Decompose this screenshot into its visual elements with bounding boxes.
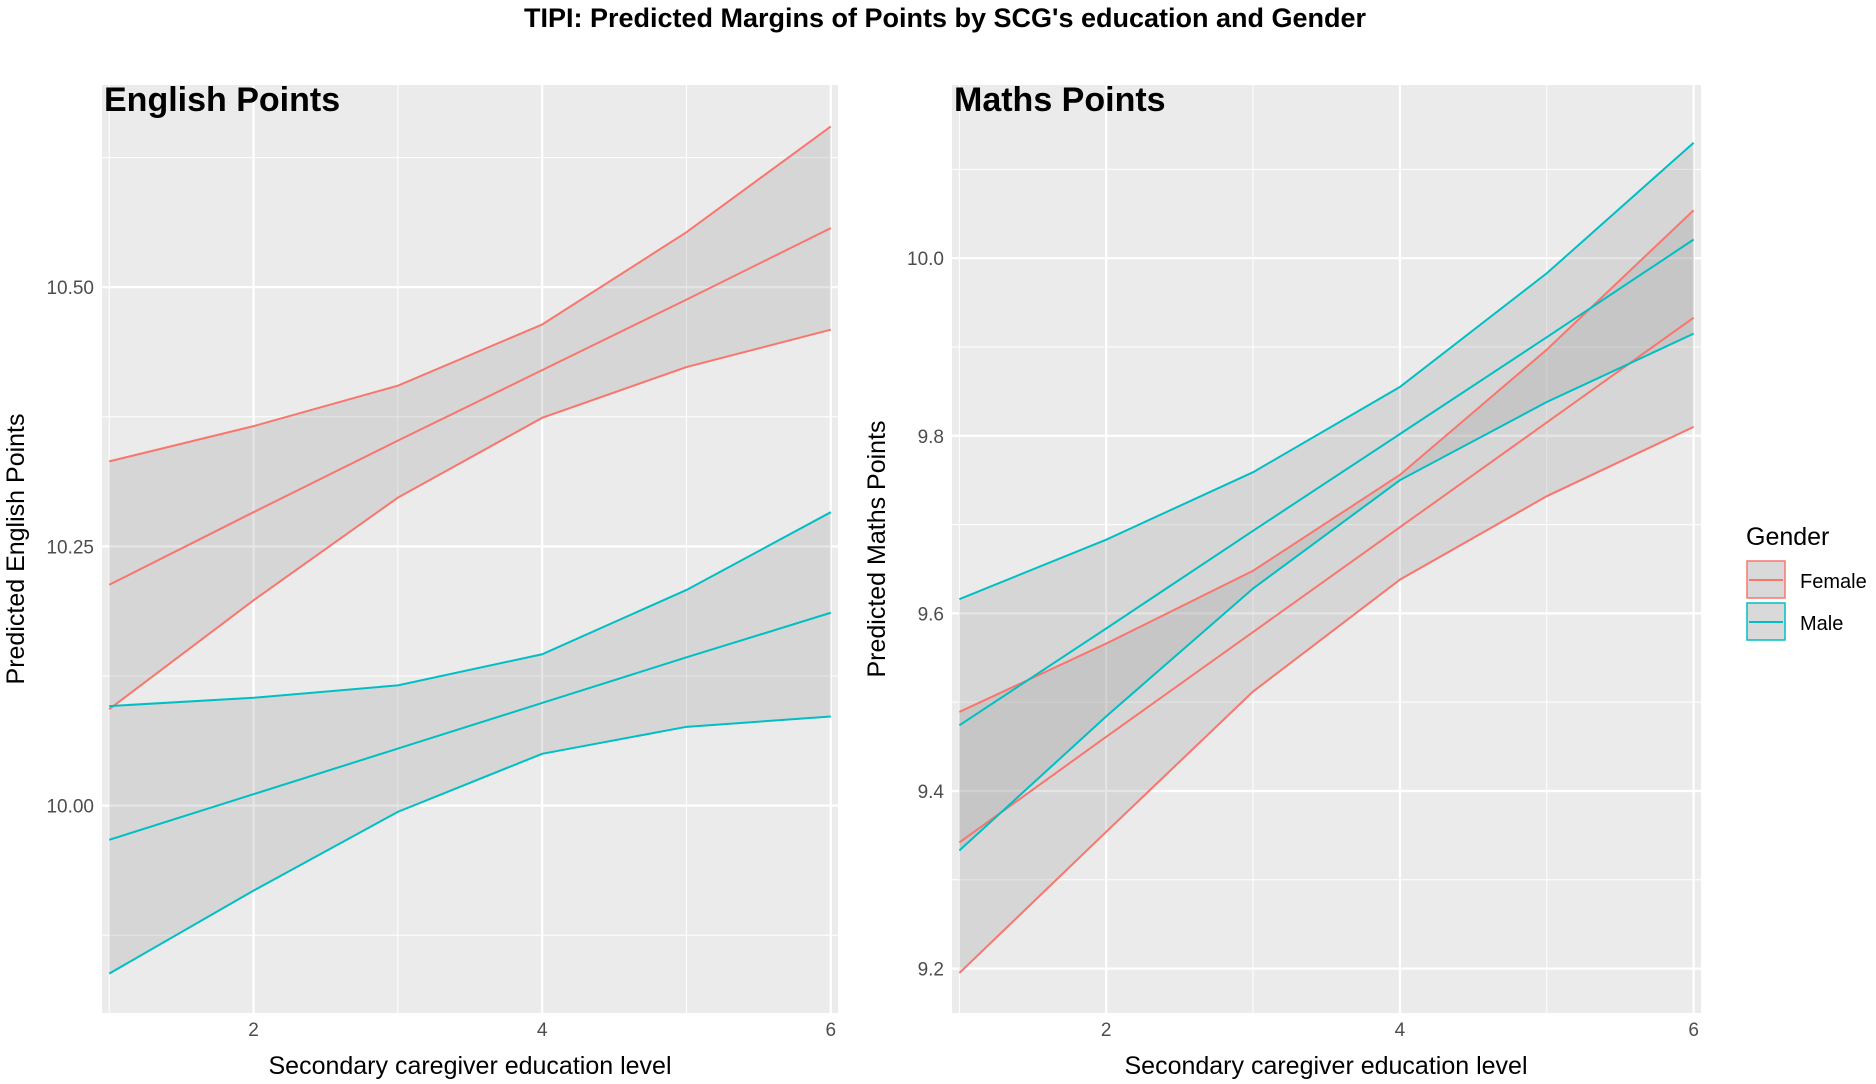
y-tick-label: 10.00	[46, 797, 94, 818]
y-tick-label: 10.25	[46, 537, 94, 558]
legend-title: Gender	[1746, 523, 1829, 551]
line-male-fit	[958, 238, 1695, 727]
series-lines	[108, 125, 832, 975]
x-tick-label: 2	[1101, 1020, 1112, 1041]
y-tick-label: 10.50	[46, 278, 94, 299]
y-tick-label: 9.8	[918, 427, 944, 448]
line-female-fit	[108, 227, 832, 586]
y-tick-labels: 10.00 10.25 10.50	[46, 278, 94, 817]
ribbon-male	[109, 512, 831, 974]
line-female-fit	[958, 316, 1695, 844]
legend-label-female: Female	[1800, 571, 1867, 593]
x-tick-label: 6	[825, 1020, 836, 1041]
plot-background	[952, 85, 1701, 1013]
line-male-upper	[958, 141, 1695, 601]
line-male-lower	[958, 332, 1695, 852]
main-title: TIPI: Predicted Margins of Points by SCG…	[524, 3, 1367, 33]
y-axis-label: Predicted English Points	[2, 414, 30, 685]
x-tick-labels: 2 4 6	[248, 1020, 836, 1041]
confidence-ribbons	[959, 142, 1694, 974]
legend-key-female: Female	[1746, 560, 1867, 599]
line-female-lower	[958, 425, 1695, 974]
ribbon-male	[959, 142, 1694, 851]
line-male-fit	[108, 611, 832, 841]
gridlines	[102, 85, 838, 1013]
x-tick-label: 2	[248, 1020, 259, 1041]
confidence-ribbons	[109, 126, 831, 974]
ribbon-female	[109, 126, 831, 710]
ribbon-female	[959, 210, 1694, 974]
panel-title: English Points	[104, 81, 340, 119]
y-tick-label: 9.4	[918, 782, 945, 803]
series-lines	[958, 141, 1695, 974]
panel-title: Maths Points	[954, 81, 1166, 119]
y-tick-label: 9.2	[918, 960, 944, 981]
x-axis-label: Secondary caregiver education level	[1124, 1052, 1527, 1080]
maths-points-panel: 9.2 9.4 9.6 9.8 10.0 2 4 6 Maths Points Second…	[863, 81, 1701, 1080]
plot-background	[102, 85, 838, 1013]
y-tick-label: 9.6	[918, 604, 944, 625]
y-tick-label: 10.0	[907, 249, 944, 270]
line-male-upper	[109, 511, 832, 708]
legend-key-male: Male	[1746, 602, 1843, 641]
line-female-upper	[108, 125, 832, 463]
x-tick-label: 4	[537, 1020, 548, 1041]
legend: Gender Female Male	[1746, 523, 1867, 641]
x-tick-label: 4	[1395, 1020, 1406, 1041]
y-tick-labels: 9.2 9.4 9.6 9.8 10.0	[907, 249, 944, 980]
legend-label-male: Male	[1800, 613, 1843, 635]
line-female-lower	[108, 328, 832, 710]
x-tick-label: 6	[1688, 1020, 1699, 1041]
y-axis-label: Predicted Maths Points	[863, 420, 891, 677]
line-female-upper	[958, 209, 1695, 713]
x-axis-label: Secondary caregiver education level	[268, 1052, 671, 1080]
line-male-lower	[108, 715, 831, 975]
x-tick-labels: 2 4 6	[1101, 1020, 1699, 1041]
english-points-panel: 10.00 10.25 10.50 2 4 6 English Points Secon…	[2, 81, 838, 1080]
gridlines	[952, 85, 1701, 1013]
